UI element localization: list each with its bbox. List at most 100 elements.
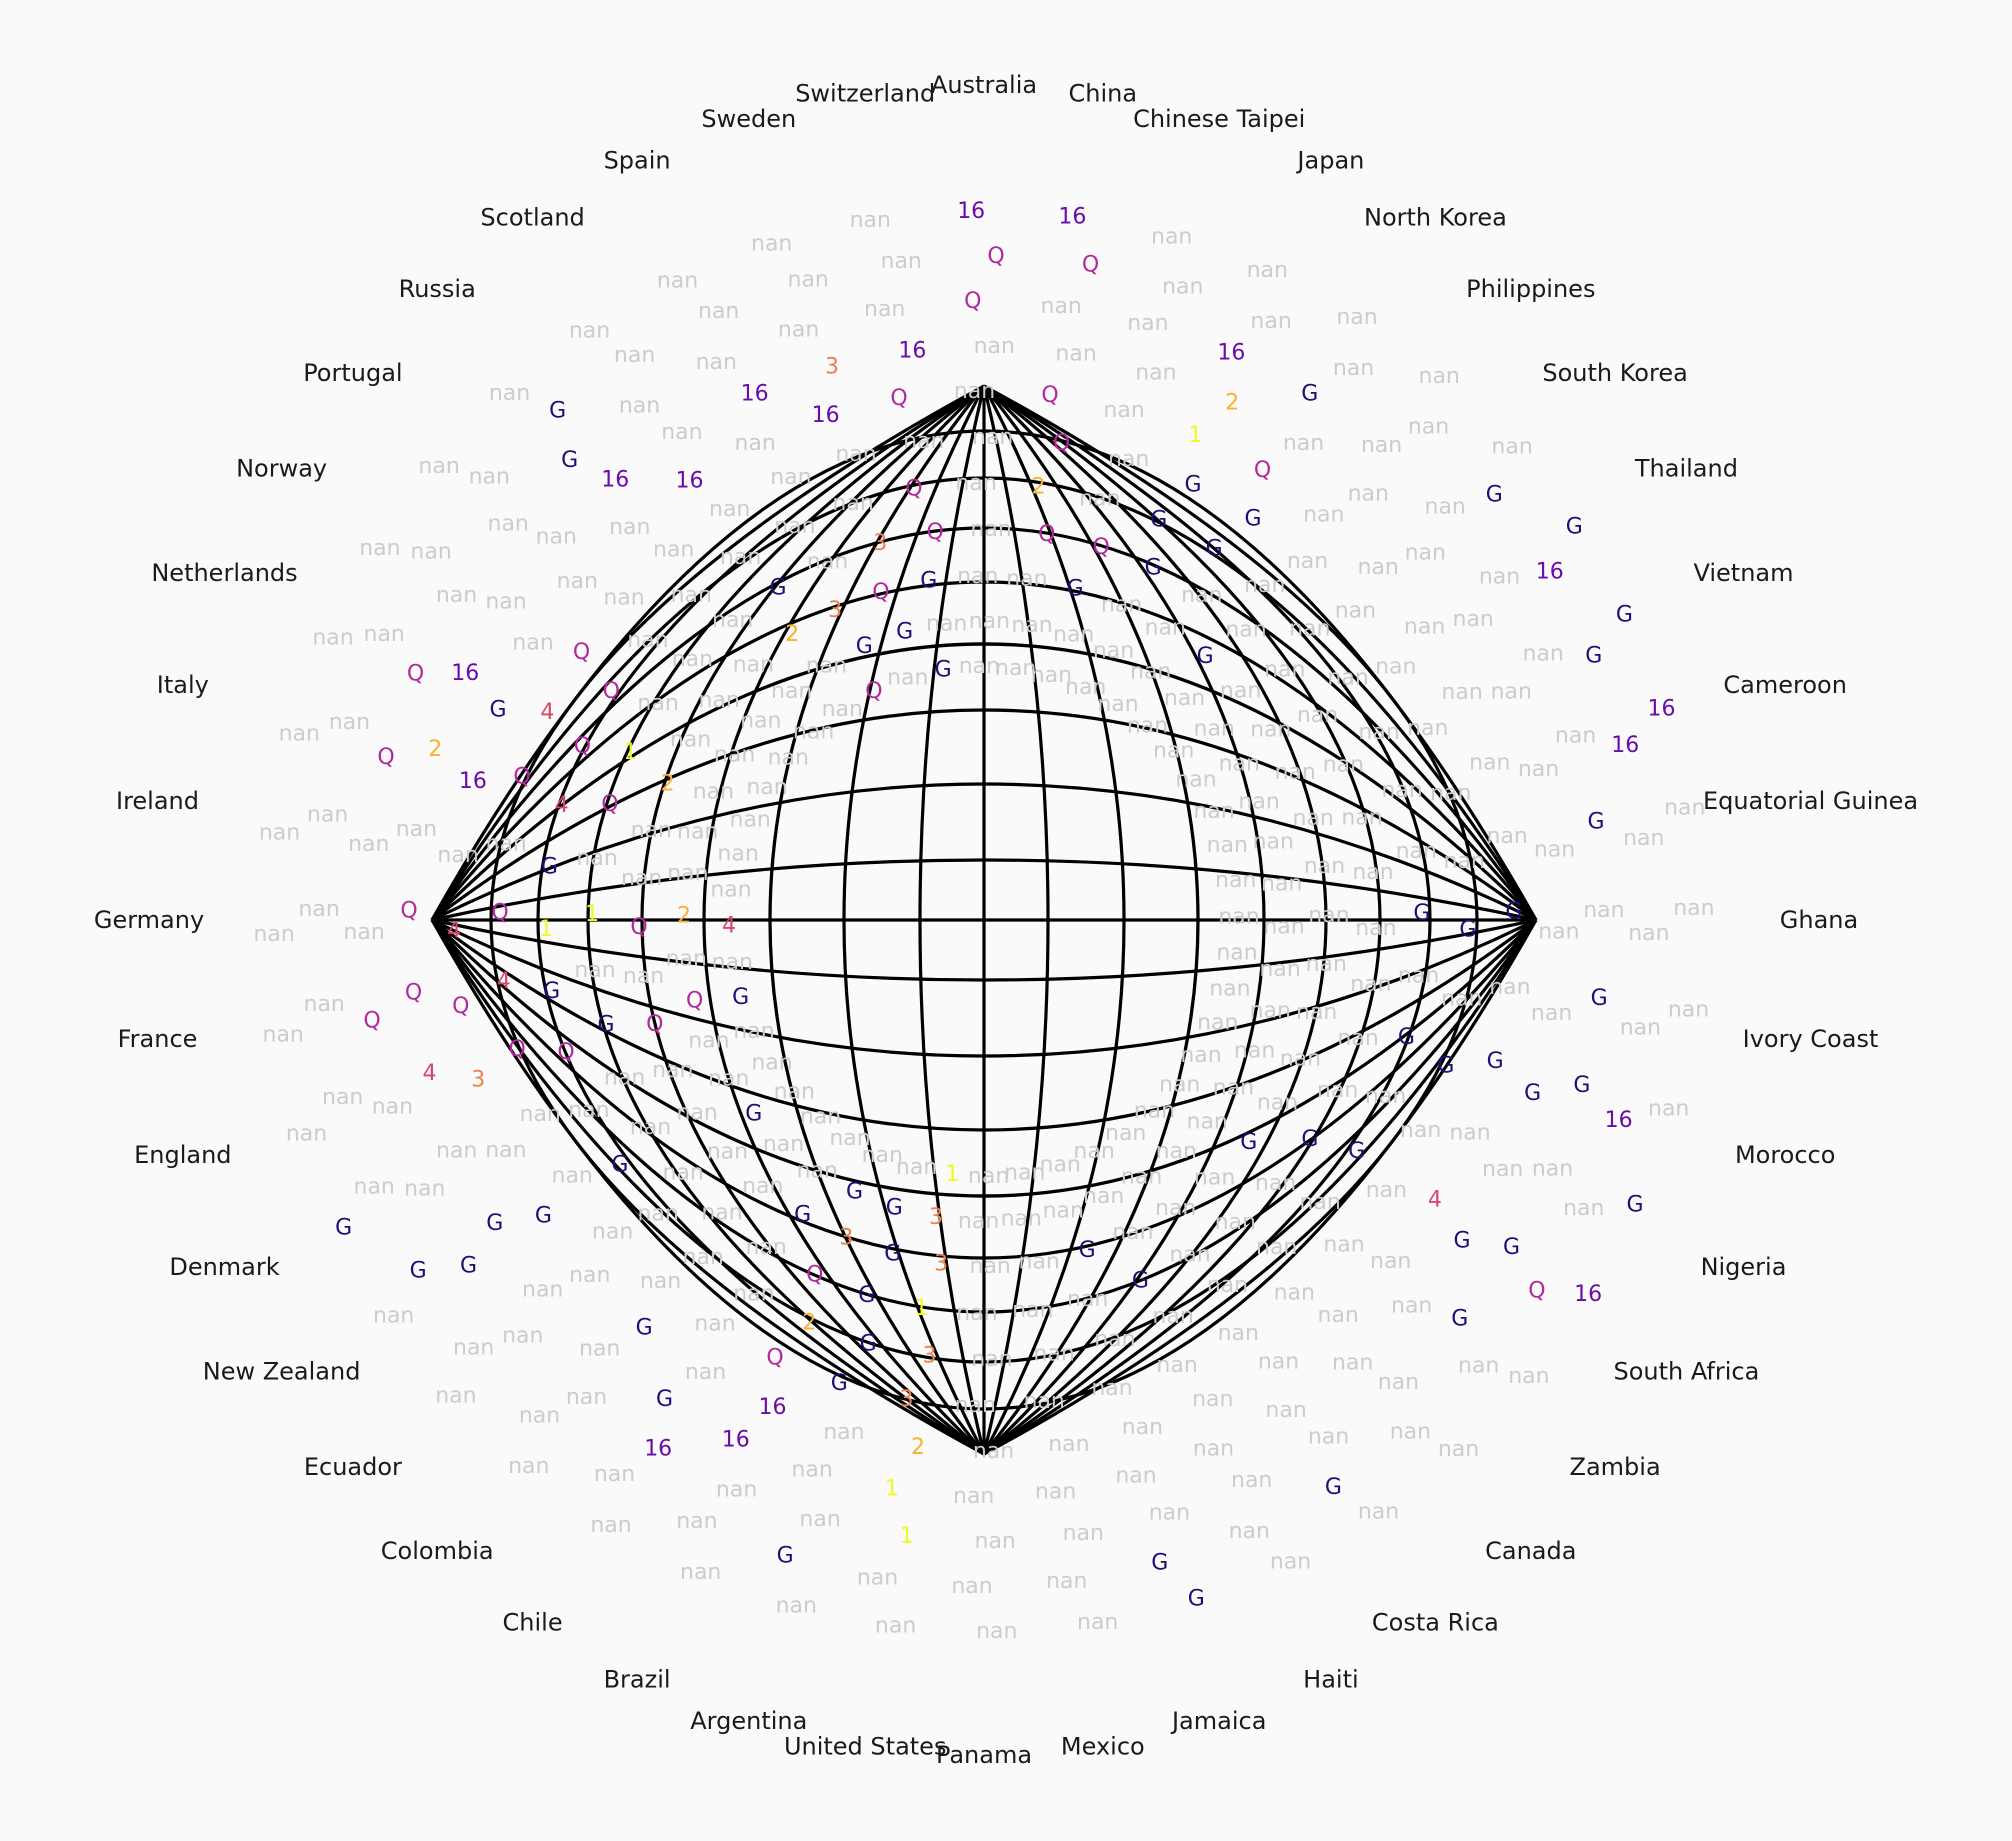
cell-value: Q	[1528, 1279, 1545, 1304]
cell-value: 3	[825, 355, 839, 380]
cell-value: nan	[1250, 717, 1291, 742]
cell-value: nan	[1187, 1110, 1228, 1135]
cell-value: G	[1067, 576, 1084, 601]
cell-value: nan	[1518, 757, 1559, 782]
cell-value: nan	[973, 1439, 1014, 1464]
cell-value: nan	[604, 1065, 645, 1090]
grid-layer	[430, 384, 1538, 1456]
cell-value: G	[1413, 901, 1430, 926]
cell-value: nan	[1004, 1161, 1045, 1186]
cell-value: Q	[1254, 458, 1271, 483]
cell-value: nan	[733, 1019, 774, 1044]
country-label: Ireland	[116, 787, 199, 815]
cell-value: nan	[806, 654, 847, 679]
cell-value: nan	[1152, 1304, 1193, 1329]
cell-value: G	[489, 698, 506, 723]
cell-value: G	[1487, 1049, 1504, 1074]
cell-value: nan	[592, 1219, 633, 1244]
country-label: Argentina	[690, 1707, 807, 1735]
cell-value: 16	[601, 468, 629, 493]
cell-value: nan	[720, 545, 761, 570]
cell-value: nan	[672, 647, 713, 672]
cell-value: nan	[590, 1513, 631, 1538]
country-label: Colombia	[381, 1537, 494, 1565]
cell-value: G	[535, 1204, 552, 1229]
cell-value: G	[1503, 1235, 1520, 1260]
cell-value: nan	[822, 697, 863, 722]
cell-value: nan	[1398, 964, 1439, 989]
cell-value: nan	[881, 249, 922, 274]
cell-value: nan	[1583, 898, 1624, 923]
cell-value: 1	[539, 917, 553, 942]
cell-value: nan	[746, 1235, 787, 1260]
cell-value: nan	[579, 1337, 620, 1362]
cell-value: nan	[1077, 1610, 1118, 1635]
cell-value: nan	[800, 1105, 841, 1130]
cell-value: G	[745, 1101, 762, 1126]
cell-value: Q	[890, 386, 907, 411]
cell-value: nan	[968, 1164, 1009, 1189]
cell-value: 3	[929, 1205, 943, 1230]
cell-value: nan	[436, 1138, 477, 1163]
cell-value: 2	[802, 1311, 816, 1336]
cell-value: nan	[1534, 837, 1575, 862]
cell-value: nan	[1247, 258, 1288, 283]
cell-value: nan	[259, 821, 300, 846]
cell-value: G	[460, 1254, 477, 1279]
cell-value: nan	[959, 654, 1000, 679]
cell-value: nan	[1400, 1118, 1441, 1143]
cell-value: 2	[1225, 390, 1239, 415]
cell-value: nan	[638, 1202, 679, 1227]
cell-value: G	[1566, 515, 1583, 540]
cell-value: 3	[934, 1251, 948, 1276]
cell-value: nan	[1327, 666, 1368, 691]
country-label: Ecuador	[304, 1453, 402, 1481]
cell-value: nan	[926, 611, 967, 636]
cell-value: G	[543, 979, 560, 1004]
grid-vertical-right-4	[982, 384, 1266, 1456]
country-label: Thailand	[1634, 455, 1738, 483]
cell-value: nan	[709, 497, 750, 522]
cell-value: nan	[774, 514, 815, 539]
cell-value: nan	[1308, 903, 1349, 928]
cell-value: nan	[733, 1282, 774, 1307]
cell-value: nan	[1337, 1026, 1378, 1051]
cell-value: 16	[1058, 205, 1086, 230]
cell-value: nan	[1375, 655, 1416, 680]
cell-value: nan	[1361, 433, 1402, 458]
cell-value: nan	[712, 950, 753, 975]
cell-value: 2	[1032, 474, 1046, 499]
cell-value: Q	[964, 289, 981, 314]
cell-value: 2	[677, 904, 691, 929]
cell-value: nan	[1297, 703, 1338, 728]
cell-value: nan	[1257, 1090, 1298, 1115]
grid-vertical-left-3	[768, 384, 986, 1456]
cell-value: 16	[1574, 1282, 1602, 1307]
cell-value: nan	[1001, 1207, 1042, 1232]
cell-value: nan	[1194, 1166, 1235, 1191]
cell-value: nan	[995, 656, 1036, 681]
cell-value: nan	[1048, 1432, 1089, 1457]
cell-value: nan	[903, 429, 944, 454]
cell-value: nan	[751, 232, 792, 257]
cell-value: nan	[1094, 1327, 1135, 1352]
cell-value: Q	[573, 640, 590, 665]
cell-value: nan	[279, 721, 320, 746]
cell-value: 4	[447, 919, 461, 944]
country-label: Ivory Coast	[1743, 1025, 1879, 1053]
cell-value: nan	[1083, 1184, 1124, 1209]
cell-value: nan	[1673, 896, 1714, 921]
cell-value: nan	[1336, 305, 1377, 330]
cell-value: nan	[1250, 309, 1291, 334]
grid-vertical-right-5	[983, 384, 1328, 1456]
cell-value: 3	[923, 1344, 937, 1369]
cell-value: 16	[898, 339, 926, 364]
cell-value: nan	[1491, 680, 1532, 705]
cell-value: 1	[885, 1477, 899, 1502]
cell-value: nan	[793, 719, 834, 744]
country-label: Denmark	[169, 1253, 279, 1281]
cell-value: nan	[1219, 751, 1260, 776]
country-label: Australia	[931, 71, 1037, 99]
cell-value: nan	[640, 1269, 681, 1294]
cell-value: nan	[359, 536, 400, 561]
